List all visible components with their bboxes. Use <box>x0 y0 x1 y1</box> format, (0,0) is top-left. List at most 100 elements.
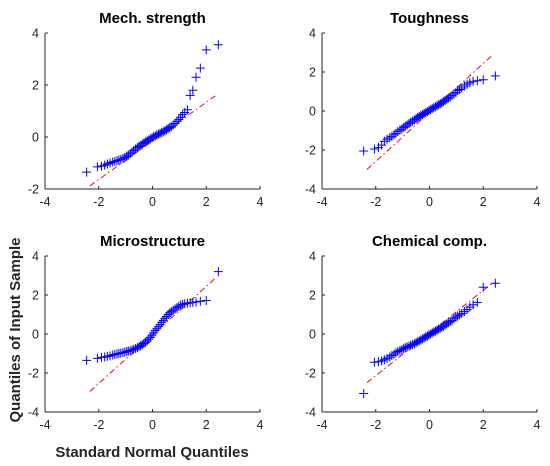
y-tick-label: 4 <box>32 27 39 41</box>
data-point <box>170 118 180 128</box>
data-point <box>213 40 223 50</box>
data-point <box>108 350 118 360</box>
data-point <box>391 348 401 358</box>
y-tick-label: 0 <box>32 328 39 342</box>
x-tick-label: 0 <box>149 195 156 209</box>
x-tick-label: 2 <box>480 418 487 432</box>
subplot-title: Toughness <box>390 10 469 27</box>
data-point <box>478 75 488 85</box>
data-point <box>112 156 122 166</box>
x-tick-label: -4 <box>39 418 50 432</box>
data-point <box>110 156 120 166</box>
subplot-2: -4 -2 0 2 4 -4 -2 0 2 4 Toughness <box>305 10 541 209</box>
data-point <box>182 105 192 115</box>
data-point <box>92 353 102 363</box>
data-point <box>443 318 453 328</box>
data-point <box>201 295 211 305</box>
data-point <box>201 45 211 55</box>
x-tick-label: -4 <box>316 418 327 432</box>
data-point <box>490 278 500 288</box>
x-tick-label: 2 <box>203 418 210 432</box>
data-point <box>174 114 184 124</box>
data-point <box>455 85 465 95</box>
y-tick-label: -2 <box>305 144 316 158</box>
y-tick-label: 2 <box>309 66 316 80</box>
data-point <box>478 282 488 292</box>
y-tick-label: 0 <box>309 328 316 342</box>
x-tick-label: -2 <box>93 418 104 432</box>
data-point <box>369 144 379 154</box>
data-point <box>188 85 198 95</box>
data-point <box>174 301 184 311</box>
x-tick-label: 0 <box>426 195 433 209</box>
data-point <box>213 267 223 277</box>
x-tick-label: 4 <box>534 195 541 209</box>
y-tick-label: -2 <box>305 367 316 381</box>
data-point <box>129 344 139 354</box>
data-point <box>185 90 195 100</box>
data-point <box>191 297 201 307</box>
x-tick-label: -4 <box>316 195 327 209</box>
y-tick-label: 0 <box>309 105 316 119</box>
x-tick-label: 2 <box>203 195 210 209</box>
y-tick-label: -4 <box>28 406 39 420</box>
reference-line <box>89 95 216 187</box>
data-point <box>176 112 186 122</box>
x-tick-label: 0 <box>149 418 156 432</box>
data-point <box>114 155 124 165</box>
y-tick-label: 4 <box>309 250 316 264</box>
y-tick-label: 4 <box>32 250 39 264</box>
data-point <box>176 300 186 310</box>
data-point <box>110 349 120 359</box>
data-point <box>359 146 369 156</box>
y-tick-label: -4 <box>305 406 316 420</box>
data-point <box>118 154 128 164</box>
y-tick-label: -2 <box>28 183 39 197</box>
data-point <box>451 312 461 322</box>
data-point <box>123 346 133 356</box>
data-point <box>400 343 410 353</box>
x-tick-label: -2 <box>370 195 381 209</box>
y-tick-label: -2 <box>28 367 39 381</box>
data-point <box>369 357 379 367</box>
y-tick-label: 4 <box>309 27 316 41</box>
data-point <box>195 296 205 306</box>
data-point <box>108 157 118 167</box>
data-point <box>178 299 188 309</box>
data-point <box>195 63 205 73</box>
data-point <box>455 310 465 320</box>
x-tick-label: -2 <box>370 418 381 432</box>
data-point <box>82 167 92 177</box>
data-point <box>191 72 201 82</box>
figure-x-axis-label: Standard Normal Quantiles <box>55 444 248 461</box>
data-point <box>468 76 478 86</box>
x-tick-label: -2 <box>93 195 104 209</box>
data-point <box>468 300 478 310</box>
data-point <box>116 348 126 358</box>
x-tick-label: 4 <box>534 418 541 432</box>
x-tick-label: 2 <box>480 195 487 209</box>
y-tick-label: -4 <box>305 183 316 197</box>
y-tick-label: 0 <box>32 131 39 145</box>
y-tick-label: 2 <box>32 79 39 93</box>
data-point <box>168 120 178 130</box>
figure-y-axis-label: Quantiles of Input Sample <box>7 237 24 422</box>
subplot-3: -4 -2 0 2 4 -4 -2 0 2 4 Microstructure <box>28 233 264 432</box>
data-point <box>472 76 482 86</box>
x-tick-label: 0 <box>426 418 433 432</box>
x-tick-label: 4 <box>257 195 264 209</box>
data-point <box>359 388 369 398</box>
x-tick-label: -4 <box>39 195 50 209</box>
subplot-title: Mech. strength <box>99 10 206 27</box>
x-tick-label: 4 <box>257 418 264 432</box>
subplot-title: Chemical comp. <box>372 233 487 250</box>
y-tick-label: 2 <box>32 289 39 303</box>
subplot-title: Microstructure <box>100 233 205 250</box>
data-point <box>406 340 416 350</box>
data-point <box>92 162 102 172</box>
data-point <box>472 297 482 307</box>
data-point <box>393 347 403 357</box>
data-point <box>82 355 92 365</box>
